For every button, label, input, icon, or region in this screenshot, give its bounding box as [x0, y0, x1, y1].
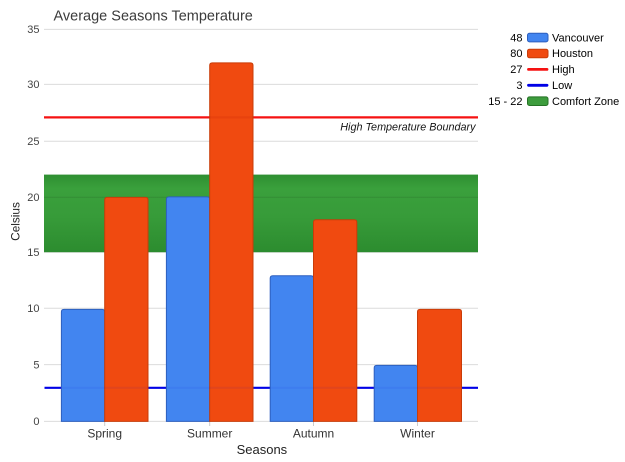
- svg-text:80: 80: [510, 48, 522, 60]
- svg-text:15 - 22: 15 - 22: [488, 96, 522, 108]
- svg-text:Celsius: Celsius: [8, 202, 22, 241]
- svg-text:Low: Low: [552, 80, 572, 92]
- svg-text:Average Seasons Temperature: Average Seasons Temperature: [54, 8, 253, 24]
- svg-text:35: 35: [27, 24, 39, 36]
- svg-text:10: 10: [27, 303, 39, 315]
- svg-text:Comfort Zone: Comfort Zone: [552, 96, 619, 108]
- svg-text:15: 15: [27, 247, 39, 259]
- svg-text:0: 0: [33, 416, 39, 428]
- svg-text:48: 48: [510, 32, 522, 44]
- svg-text:5: 5: [33, 359, 39, 371]
- svg-text:Seasons: Seasons: [237, 442, 288, 457]
- svg-text:20: 20: [27, 192, 39, 204]
- svg-text:High: High: [552, 64, 575, 76]
- svg-text:25: 25: [27, 136, 39, 148]
- svg-text:30: 30: [27, 79, 39, 91]
- svg-text:3: 3: [516, 80, 522, 92]
- svg-text:27: 27: [510, 64, 522, 76]
- svg-text:Houston: Houston: [552, 48, 593, 60]
- svg-text:Spring: Spring: [87, 426, 122, 440]
- svg-text:Vancouver: Vancouver: [552, 32, 604, 44]
- svg-text:High Temperature Boundary: High Temperature Boundary: [340, 122, 476, 134]
- svg-text:Autumn: Autumn: [293, 426, 334, 440]
- svg-text:Summer: Summer: [187, 426, 232, 440]
- svg-text:Winter: Winter: [400, 426, 435, 440]
